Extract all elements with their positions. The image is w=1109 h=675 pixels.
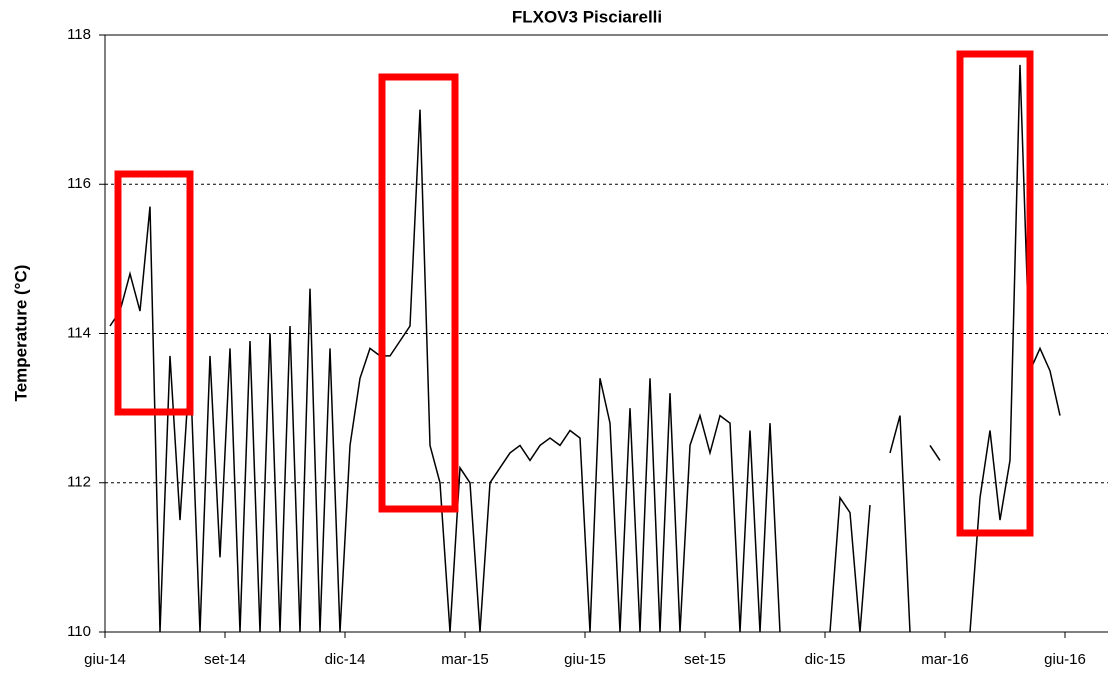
y-tick-label: 112 [67, 474, 91, 491]
x-tick-label: giu-15 [564, 651, 606, 668]
y-tick-label: 118 [67, 26, 91, 43]
x-tick-label: set-15 [684, 651, 726, 668]
x-tick-label: dic-14 [325, 651, 366, 668]
x-tick-label: giu-14 [84, 651, 126, 668]
highlight-box [956, 50, 1034, 537]
plot-area: 110 112 114 116 118 giu-14 set-14 dic-14 mar-15 g… [67, 26, 1108, 668]
y-axis-label: Temperature (°C) [11, 265, 30, 402]
highlight-boxes [114, 50, 1034, 537]
x-tick-label: giu-16 [1044, 651, 1086, 668]
highlight-box [114, 170, 194, 416]
x-tick-label: set-14 [204, 651, 246, 668]
highlight-box [378, 73, 459, 513]
y-tick-label: 116 [67, 175, 91, 192]
x-tick-label: mar-15 [441, 651, 489, 668]
x-tick-label: mar-16 [921, 651, 969, 668]
chart-title: FLXOV3 Pisciarelli [512, 7, 662, 26]
x-tick-label: dic-15 [805, 651, 846, 668]
y-tick-label: 110 [67, 623, 91, 640]
data-line [109, 64, 1061, 633]
y-tick-label: 114 [67, 324, 91, 341]
